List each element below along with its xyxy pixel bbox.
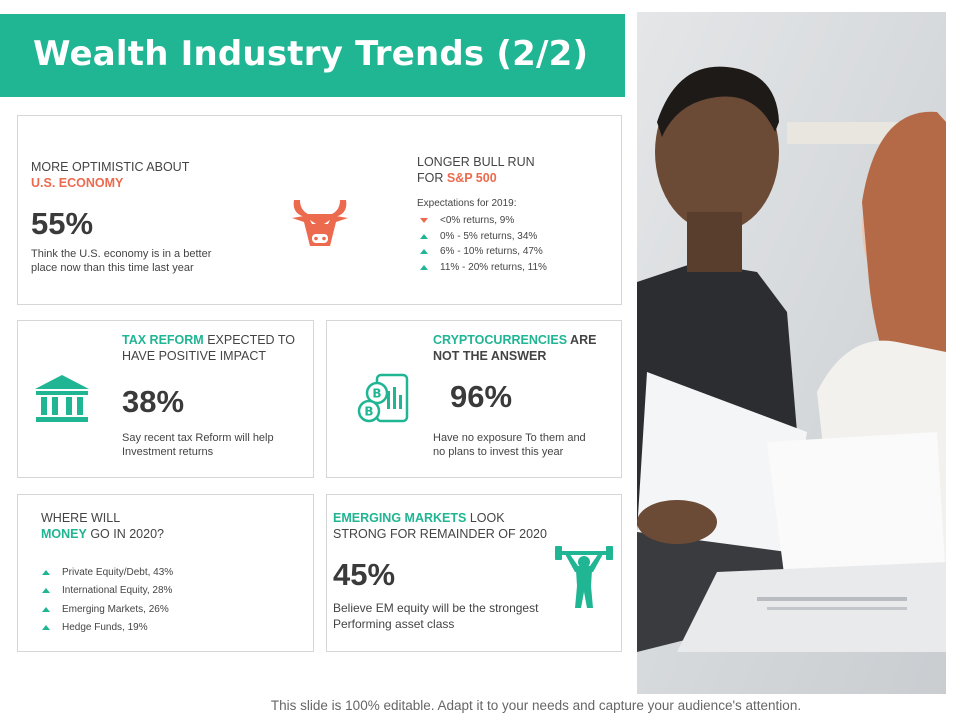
emerging-heading-highlight: EMERGING MARKETS (333, 511, 467, 525)
bank-icon (33, 373, 91, 430)
money-heading-highlight: MONEY (41, 527, 87, 541)
list-item: 6% - 10% returns, 47% (420, 244, 547, 260)
tax-reform-note: Say recent tax Reform will help Investme… (122, 431, 274, 459)
bitcoin-phone-icon: B B (357, 373, 411, 430)
bull-run-heading-prefix: FOR (417, 171, 447, 185)
list-item: <0% returns, 9% (420, 213, 547, 229)
economy-heading-line1: MORE OPTIMISTIC ABOUT (31, 160, 190, 174)
tax-reform-note-line1: Say recent tax Reform will help (122, 432, 274, 444)
emerging-value: 45% (333, 557, 396, 592)
up-arrow-icon (42, 625, 50, 631)
emerging-heading-rest: LOOK (466, 511, 505, 525)
list-item-label: 0% - 5% returns, 34% (440, 230, 538, 242)
money-heading-rest: GO IN 2020? (86, 527, 164, 541)
crypto-heading-highlight: CRYPTOCURRENCIES (433, 333, 568, 347)
up-arrow-icon (42, 569, 50, 575)
economy-heading-highlight: U.S. ECONOMY (31, 176, 124, 190)
list-item-label: Private Equity/Debt, 43% (62, 566, 174, 578)
weightlifter-icon (555, 542, 613, 617)
list-item: 11% - 20% returns, 11% (420, 260, 547, 276)
slide-title: Wealth Industry Trends (2/2) (33, 34, 589, 74)
card-tax-reform: TAX REFORM EXPECTED TO HAVE POSITIVE IMP… (17, 320, 314, 478)
list-item: 0% - 5% returns, 34% (420, 229, 547, 245)
bull-run-heading-highlight: S&P 500 (446, 171, 497, 185)
title-bar: Wealth Industry Trends (2/2) (0, 14, 625, 97)
up-arrow-icon (42, 606, 50, 612)
crypto-heading: CRYPTOCURRENCIES ARE NOT THE ANSWER (433, 332, 596, 364)
tax-reform-heading-highlight: TAX REFORM (122, 333, 204, 347)
footer-note: This slide is 100% editable. Adapt it to… (270, 698, 802, 713)
expectations-list: <0% returns, 9% 0% - 5% returns, 34% 6% … (420, 213, 547, 275)
expectations-label: Expectations for 2019: (417, 198, 517, 209)
emerging-heading-line1: EMERGING MARKETS LOOK (333, 510, 547, 526)
emerging-heading-line2: STRONG FOR REMAINDER OF 2020 (333, 527, 547, 541)
bull-icon (290, 194, 350, 257)
economy-note-line2: place now than this time last year (31, 262, 194, 274)
money-allocation-list: Private Equity/Debt, 43% International E… (42, 563, 173, 637)
economy-heading: MORE OPTIMISTIC ABOUT U.S. ECONOMY (31, 159, 189, 191)
svg-text:B: B (364, 405, 373, 419)
emerging-note-line1: Believe EM equity will be the strongest (333, 601, 539, 615)
crypto-heading-line2: NOT THE ANSWER (433, 349, 547, 363)
economy-note: Think the U.S. economy is in a better pl… (31, 247, 211, 275)
down-arrow-icon (420, 218, 428, 224)
tax-reform-heading-line2: HAVE POSITIVE IMPACT (122, 349, 267, 363)
money-heading: WHERE WILL MONEY GO IN 2020? (41, 510, 164, 542)
money-heading-line2: MONEY GO IN 2020? (41, 526, 164, 542)
up-arrow-icon (420, 249, 428, 255)
emerging-heading: EMERGING MARKETS LOOK STRONG FOR REMAIND… (333, 510, 547, 542)
up-arrow-icon (420, 233, 428, 239)
bull-run-heading-line2: FOR S&P 500 (417, 170, 535, 186)
card-cryptocurrencies: B B CRYPTOCURRENCIES ARE NOT THE ANSWER … (326, 320, 622, 478)
list-item: Private Equity/Debt, 43% (42, 563, 173, 582)
tax-reform-value: 38% (122, 384, 185, 419)
list-item-label: 11% - 20% returns, 11% (440, 261, 547, 273)
tax-reform-heading-rest: EXPECTED TO (203, 333, 295, 347)
up-arrow-icon (42, 588, 50, 594)
tax-reform-heading: TAX REFORM EXPECTED TO HAVE POSITIVE IMP… (122, 332, 295, 364)
list-item-label: 6% - 10% returns, 47% (440, 246, 543, 258)
crypto-heading-rest: ARE (567, 333, 597, 347)
list-item-label: Hedge Funds, 19% (62, 622, 148, 634)
business-people-photo (637, 12, 946, 694)
emerging-note: Believe EM equity will be the strongest … (333, 600, 538, 632)
bull-run-heading: LONGER BULL RUN FOR S&P 500 (417, 154, 535, 186)
crypto-heading-line1: CRYPTOCURRENCIES ARE (433, 332, 596, 348)
list-item-label: <0% returns, 9% (440, 215, 515, 227)
up-arrow-icon (420, 264, 428, 270)
crypto-note: Have no exposure To them and no plans to… (433, 431, 586, 459)
tax-reform-note-line2: Investment returns (122, 446, 214, 458)
tax-reform-heading-line1: TAX REFORM EXPECTED TO (122, 332, 295, 348)
crypto-value: 96% (450, 379, 513, 414)
bull-run-heading-line1: LONGER BULL RUN (417, 155, 535, 169)
list-item-label: International Equity, 28% (62, 585, 173, 597)
economy-value: 55% (31, 206, 94, 241)
money-heading-line1: WHERE WILL (41, 511, 121, 525)
crypto-note-line2: no plans to invest this year (433, 446, 564, 458)
list-item: Emerging Markets, 26% (42, 600, 173, 619)
list-item: International Equity, 28% (42, 582, 173, 601)
card-us-economy-bull-run: MORE OPTIMISTIC ABOUT U.S. ECONOMY 55% T… (17, 115, 622, 305)
svg-text:B: B (372, 387, 381, 401)
list-item: Hedge Funds, 19% (42, 619, 173, 638)
card-emerging-markets: EMERGING MARKETS LOOK STRONG FOR REMAIND… (326, 494, 622, 652)
list-item-label: Emerging Markets, 26% (62, 603, 169, 615)
card-money-2020: WHERE WILL MONEY GO IN 2020? Private Equ… (17, 494, 314, 652)
economy-note-line1: Think the U.S. economy is in a better (31, 248, 212, 260)
emerging-note-line2: Performing asset class (333, 617, 455, 631)
crypto-note-line1: Have no exposure To them and (433, 432, 586, 444)
